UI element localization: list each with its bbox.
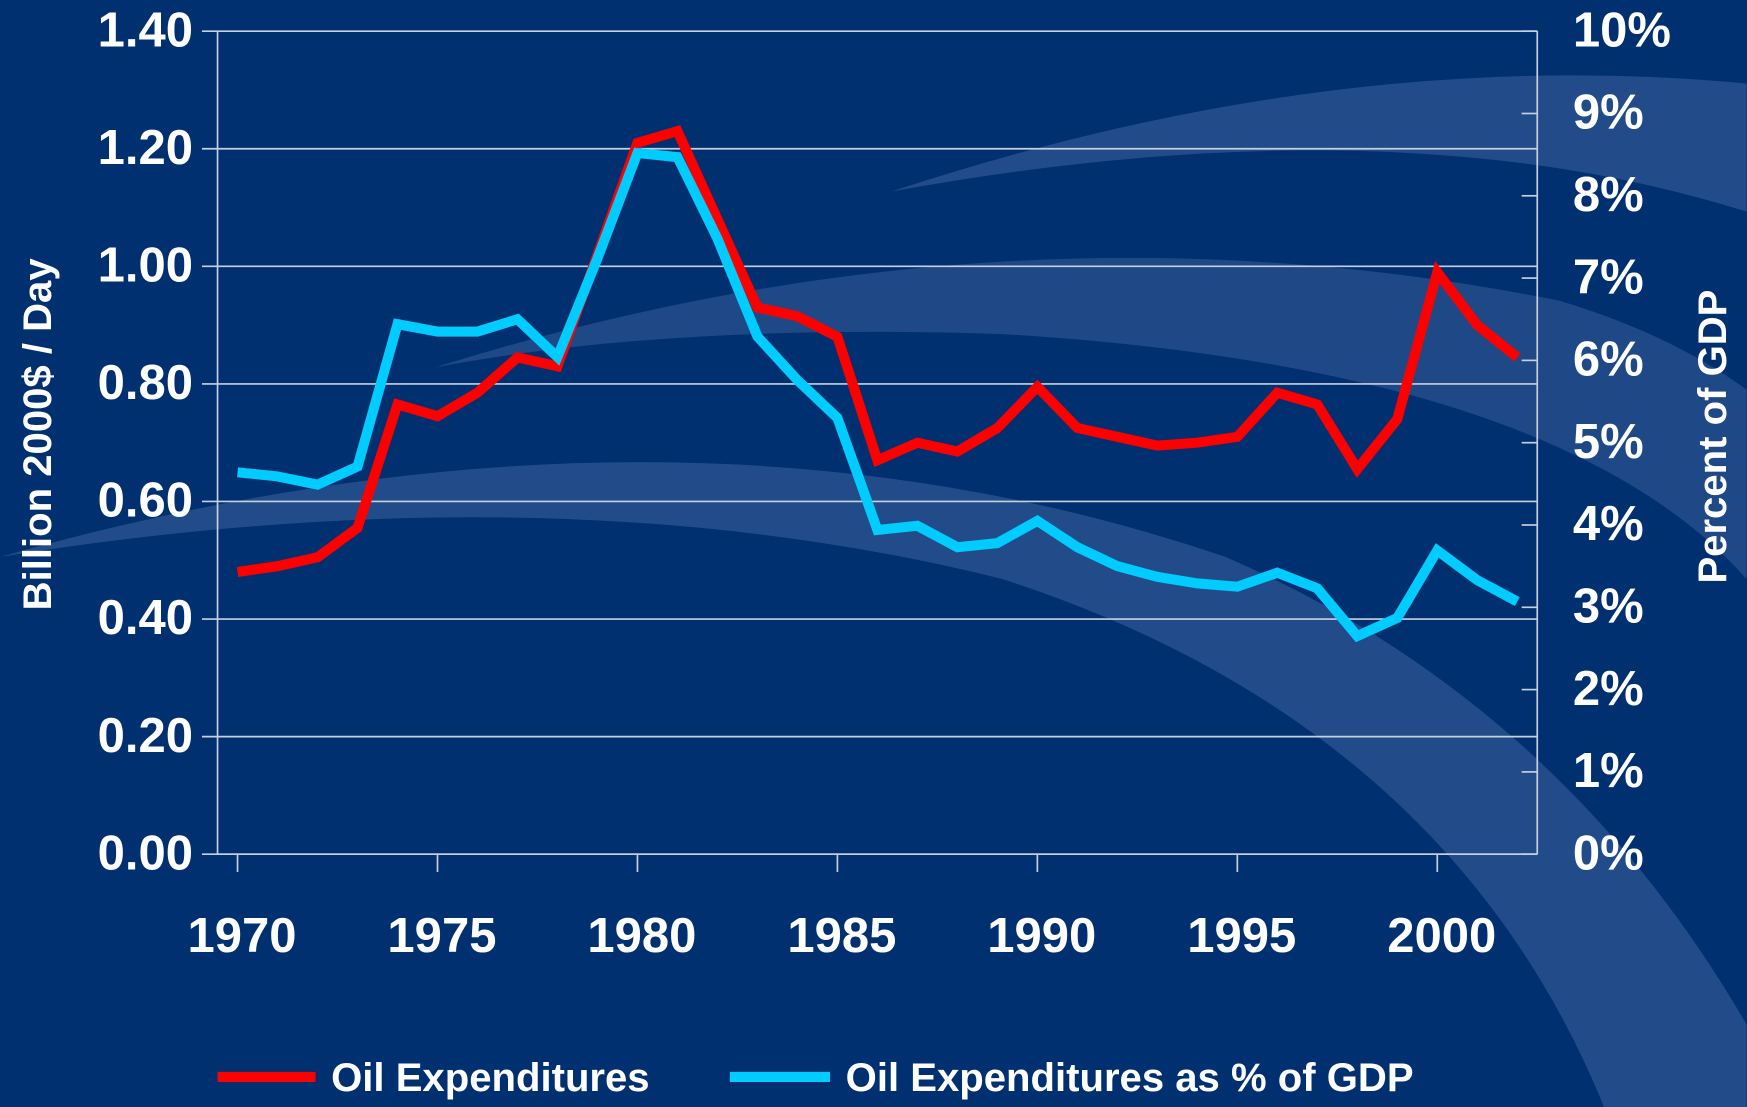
- y2-tick-label: 1%: [1573, 744, 1644, 798]
- x-tick-label: 1975: [387, 909, 496, 963]
- x-tick-label: 1970: [187, 909, 296, 963]
- legend-label: Oil Expenditures: [331, 1056, 649, 1100]
- y2-tick-label: 8%: [1573, 168, 1644, 222]
- y2-tick-label: 0%: [1573, 826, 1644, 880]
- y-tick-label: 1.00: [98, 238, 193, 292]
- legend-label: Oil Expenditures as % of GDP: [846, 1056, 1414, 1100]
- y2-tick-label: 7%: [1573, 250, 1644, 304]
- y2-tick-label: 4%: [1573, 497, 1644, 551]
- x-tick-label: 2000: [1387, 909, 1496, 963]
- y-tick-label: 0.80: [98, 356, 193, 410]
- y2-tick-label: 6%: [1573, 333, 1644, 387]
- chart: Billion 2000$ / Day Percent of GDP 0.00 0…: [0, 0, 1747, 1107]
- y2-tick-label: 10%: [1573, 3, 1671, 57]
- y-axis-title: Billion 2000$ / Day: [16, 258, 60, 611]
- y2-tick-label: 9%: [1573, 86, 1644, 140]
- x-tick-label: 1985: [787, 909, 896, 963]
- x-tick-label: 1980: [587, 909, 696, 963]
- y-tick-label: 0.20: [98, 709, 193, 763]
- y2-tick-label: 5%: [1573, 415, 1644, 469]
- y-tick-label: 0.40: [98, 591, 193, 645]
- y-tick-label: 0.60: [98, 474, 193, 528]
- y2-tick-label: 3%: [1573, 579, 1644, 633]
- y-tick-label: 1.20: [98, 121, 193, 175]
- y2-axis-title: Percent of GDP: [1691, 290, 1735, 584]
- x-tick-label: 1995: [1187, 909, 1296, 963]
- y-tick-label: 0.00: [98, 826, 193, 880]
- y2-tick-label: 2%: [1573, 662, 1644, 716]
- x-tick-label: 1990: [987, 909, 1096, 963]
- y-tick-label: 1.40: [98, 3, 193, 57]
